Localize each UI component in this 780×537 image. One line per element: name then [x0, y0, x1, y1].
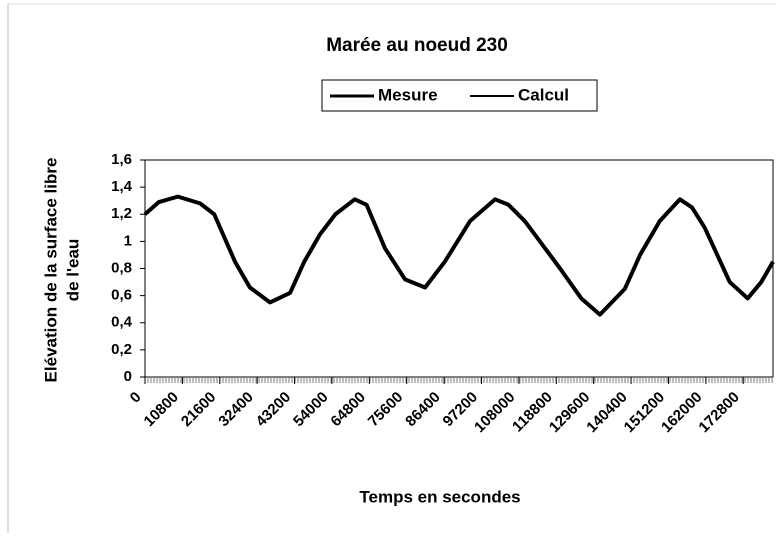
y-tick-label: 1,2: [111, 205, 132, 222]
y-axis-label: de l'eau: [63, 239, 82, 302]
x-tick-label: 43200: [253, 389, 295, 431]
x-axis-label: Temps en secondes: [359, 487, 520, 506]
y-tick-label: 0,2: [111, 341, 132, 358]
plot-area: [144, 159, 774, 378]
x-tick-label: 172800: [695, 389, 742, 436]
x-tick-label: 21600: [178, 389, 220, 431]
x-tick-label: 64800: [327, 389, 369, 431]
x-tick-label: 86400: [402, 389, 444, 431]
x-tick-label: 162000: [658, 389, 705, 436]
x-tick-label: 118800: [509, 389, 556, 436]
x-tick-label: 129600: [546, 389, 593, 436]
legend-label: Calcul: [518, 85, 569, 104]
x-tick-label: 32400: [215, 389, 257, 431]
y-tick-label: 0: [124, 368, 132, 385]
x-tick-label: 151200: [621, 389, 668, 436]
chart-title: Marée au noeud 230: [326, 35, 508, 56]
series-line: [144, 195, 774, 316]
y-tick-label: 0,8: [111, 259, 132, 276]
x-tick-label: 108000: [471, 389, 518, 436]
y-tick-label: 1,4: [111, 178, 133, 195]
x-tick-label: 0: [127, 389, 145, 407]
y-tick-label: 0,4: [111, 314, 133, 331]
y-axis-label: Elévation de la surface libre: [41, 158, 60, 383]
y-tick-label: 0,6: [111, 287, 132, 304]
x-tick-label: 10800: [141, 389, 183, 431]
x-tick-label: 54000: [290, 389, 332, 431]
x-tick-label: 140400: [583, 389, 630, 436]
x-tick-label: 75600: [365, 389, 407, 431]
legend-label: Mesure: [378, 85, 438, 104]
y-tick-label: 1: [124, 232, 132, 249]
y-tick-label: 1,6: [111, 151, 132, 168]
